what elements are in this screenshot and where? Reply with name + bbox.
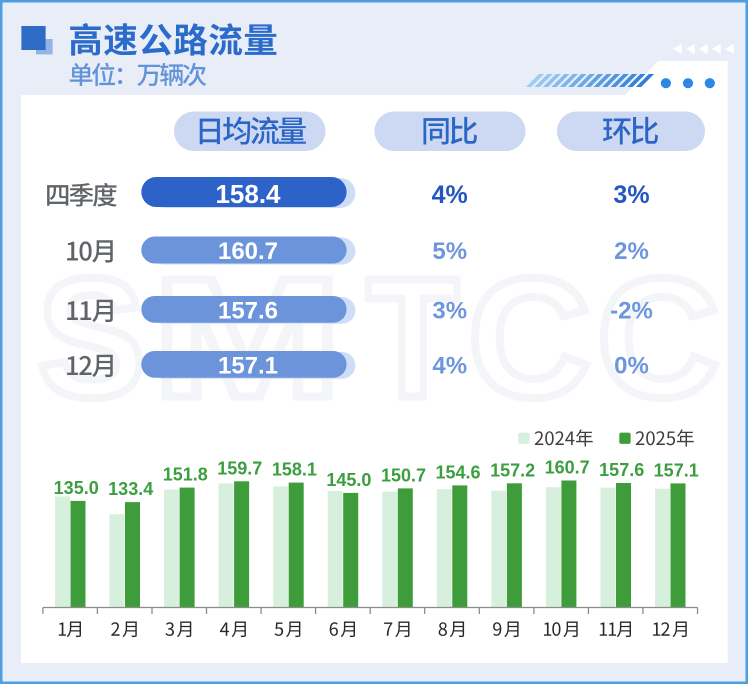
svg-text:S: S xyxy=(38,244,146,433)
svg-text:154.6: 154.6 xyxy=(435,462,480,482)
svg-text:C: C xyxy=(468,244,591,434)
svg-text:150.7: 150.7 xyxy=(381,465,426,485)
svg-text:157.1: 157.1 xyxy=(654,460,699,480)
svg-text:-2%: -2% xyxy=(610,298,653,325)
svg-text:157.6: 157.6 xyxy=(218,298,278,325)
svg-text:3%: 3% xyxy=(613,181,649,209)
svg-text:0%: 0% xyxy=(614,353,649,380)
svg-text:158.1: 158.1 xyxy=(272,460,317,480)
svg-text:157.1: 157.1 xyxy=(218,353,278,380)
svg-text:C: C xyxy=(597,244,720,434)
svg-text:158.4: 158.4 xyxy=(215,179,281,209)
svg-text:135.0: 135.0 xyxy=(54,478,99,498)
svg-text:4%: 4% xyxy=(432,181,468,209)
svg-text:160.7: 160.7 xyxy=(218,238,278,265)
svg-text:157.6: 157.6 xyxy=(599,460,644,480)
svg-text:2%: 2% xyxy=(614,238,649,265)
svg-text:133.4: 133.4 xyxy=(108,479,153,499)
svg-text:159.7: 159.7 xyxy=(217,458,262,478)
svg-text:3%: 3% xyxy=(432,298,467,325)
svg-text:160.7: 160.7 xyxy=(545,458,590,478)
svg-text:4%: 4% xyxy=(432,353,467,380)
svg-text:M: M xyxy=(152,242,343,432)
svg-text:5%: 5% xyxy=(432,238,467,265)
svg-text:145.0: 145.0 xyxy=(326,470,371,490)
svg-text:157.2: 157.2 xyxy=(490,460,535,480)
svg-text:151.8: 151.8 xyxy=(163,465,208,485)
svg-text:T: T xyxy=(367,244,459,433)
